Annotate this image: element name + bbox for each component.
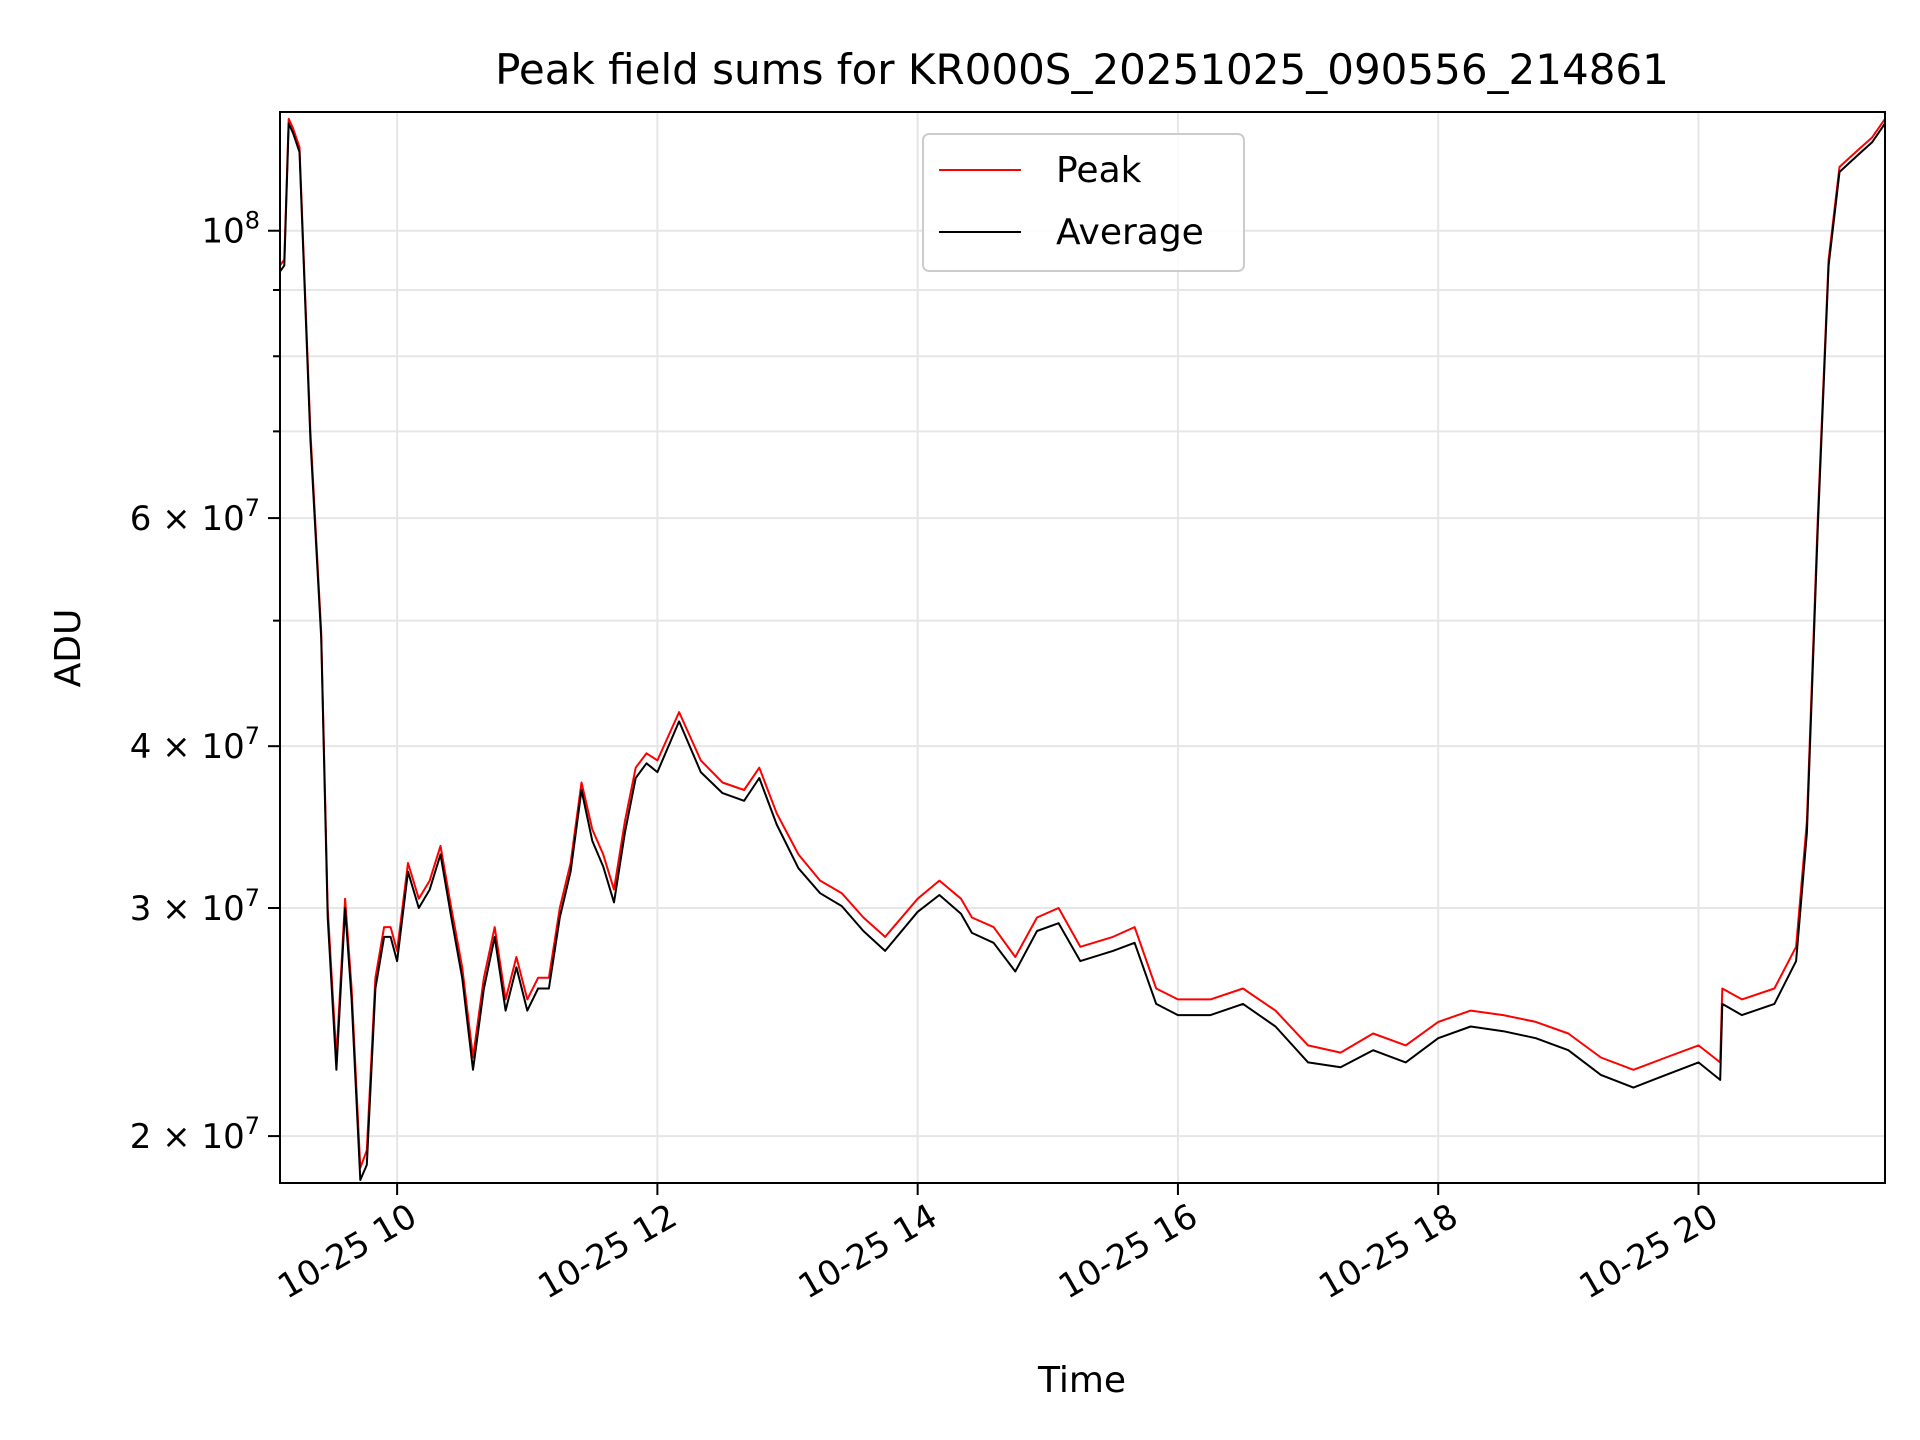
legend: Peak Average — [922, 133, 1245, 272]
series-layer — [279, 117, 1886, 1181]
y-tick-label: 6 × 107 — [130, 494, 260, 539]
chart-title: Peak field sums for KR000S_20251025_0905… — [495, 45, 1669, 94]
legend-box — [922, 133, 1245, 272]
y-axis-label: ADU — [48, 609, 89, 688]
series-line-average — [279, 122, 1886, 1181]
legend-label-peak: Peak — [1056, 150, 1142, 191]
y-axis: 2 × 107 3 × 107 4 × 107 6 × 107 108 — [130, 207, 280, 1157]
y-tick-label: 3 × 107 — [130, 884, 260, 929]
legend-label-average: Average — [1056, 212, 1204, 253]
y-tick-label: 2 × 107 — [130, 1112, 260, 1157]
series-line-peak — [279, 117, 1886, 1169]
plot-area-frame — [279, 111, 1886, 1184]
y-tick-label: 4 × 107 — [130, 722, 260, 767]
y-tick-label: 108 — [201, 207, 260, 252]
x-axis-label: Time — [1037, 1360, 1126, 1401]
